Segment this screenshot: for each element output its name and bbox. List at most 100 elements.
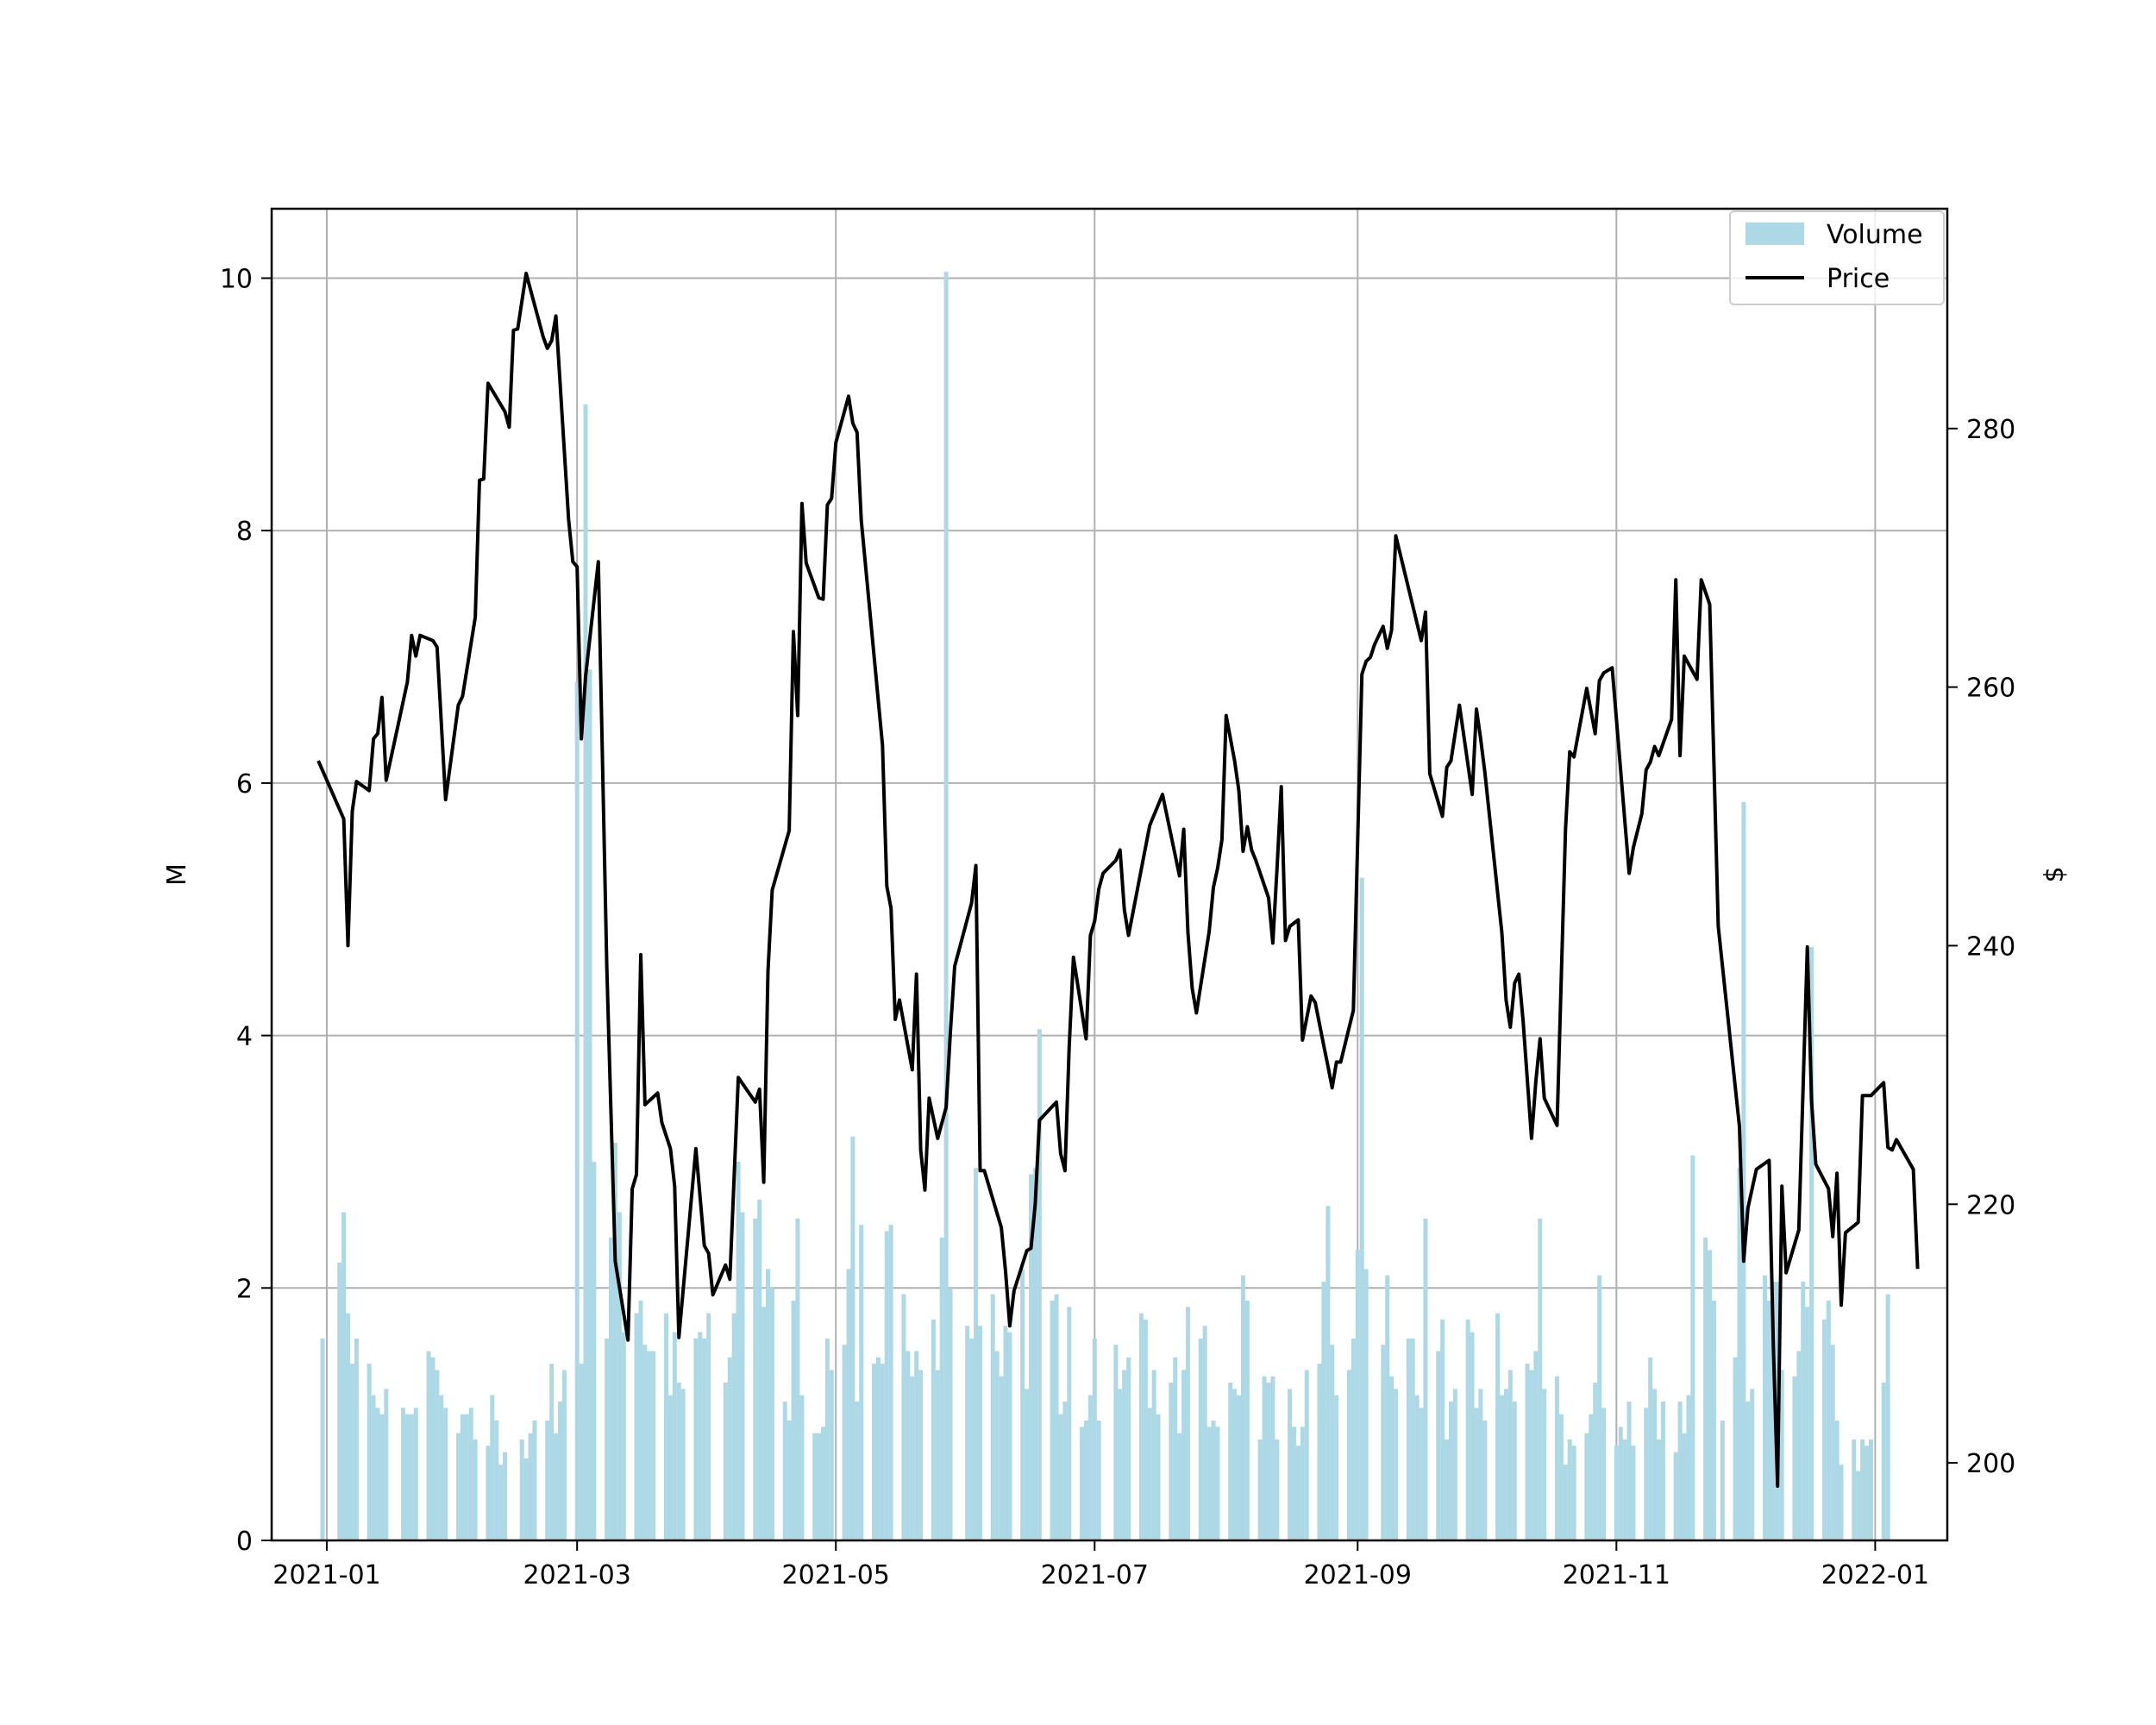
volume-bar xyxy=(1058,1414,1063,1540)
volume-bar xyxy=(1445,1439,1450,1540)
volume-bar xyxy=(1597,1275,1602,1540)
volume-bar xyxy=(549,1364,555,1540)
volume-bar xyxy=(460,1414,465,1540)
volume-bar xyxy=(1720,1420,1725,1540)
volume-bar xyxy=(1266,1383,1271,1540)
x-tick-label: 2021-05 xyxy=(782,1560,890,1590)
volume-bar xyxy=(820,1427,825,1540)
volume-bar xyxy=(1660,1402,1665,1540)
volume-bar xyxy=(1288,1389,1293,1540)
volume-bar xyxy=(384,1389,389,1540)
volume-bar xyxy=(1631,1446,1636,1540)
volume-bar xyxy=(1482,1420,1488,1540)
volume-bar xyxy=(455,1433,461,1540)
volume-bar xyxy=(948,1288,953,1540)
y-tick-label: 8 xyxy=(236,517,253,547)
volume-bar xyxy=(490,1395,495,1540)
volume-bar xyxy=(1762,1275,1767,1540)
volume-bar xyxy=(1244,1300,1250,1540)
volume-bar xyxy=(1381,1345,1386,1540)
volume-bar xyxy=(977,1326,982,1540)
volume-bar xyxy=(1202,1326,1207,1540)
volume-bar xyxy=(1037,1029,1042,1540)
volume-bar xyxy=(999,1376,1004,1540)
volume-bar xyxy=(698,1332,703,1540)
volume-bar xyxy=(1169,1383,1174,1540)
legend-label-volume: Volume xyxy=(1827,220,1923,250)
volume-bar xyxy=(1711,1300,1716,1540)
volume-bar xyxy=(435,1370,440,1540)
volume-bar xyxy=(1677,1402,1683,1540)
volume-bar xyxy=(769,1288,774,1540)
volume-bar xyxy=(931,1319,936,1540)
x-tick-label: 2021-03 xyxy=(523,1560,630,1590)
volume-bar xyxy=(753,1218,758,1540)
volume-bar xyxy=(1143,1319,1148,1540)
volume-bar xyxy=(1359,877,1364,1540)
volume-bar xyxy=(375,1408,380,1540)
volume-bar xyxy=(1300,1427,1305,1540)
x-tick-label: 2021-11 xyxy=(1563,1560,1670,1590)
volume-bar xyxy=(702,1338,707,1540)
plot-frame xyxy=(270,207,1949,1542)
volume-bar xyxy=(1389,1376,1395,1540)
volume-bar xyxy=(791,1300,796,1540)
volume-bar xyxy=(638,1300,643,1540)
volume-bar xyxy=(1690,1155,1695,1540)
volume-bar xyxy=(494,1420,499,1540)
volume-bar xyxy=(1334,1395,1339,1540)
volume-bar xyxy=(817,1433,822,1540)
grid-lines xyxy=(272,209,1947,1541)
volume-bar xyxy=(787,1420,792,1540)
x-tick-label: 2022-01 xyxy=(1821,1560,1929,1590)
volume-bar xyxy=(812,1433,818,1540)
volume-bar xyxy=(1054,1294,1059,1540)
volume-bar xyxy=(354,1338,359,1540)
volume-bar xyxy=(1741,801,1746,1540)
volume-bar xyxy=(592,1161,597,1540)
volume-bar xyxy=(1452,1389,1457,1540)
volume-bar xyxy=(757,1199,762,1540)
volume-bar xyxy=(1440,1319,1445,1540)
volume-bar xyxy=(1228,1383,1233,1540)
volume-bar xyxy=(994,1351,1000,1540)
volume-bar xyxy=(850,1136,856,1540)
volume-bar xyxy=(855,1402,860,1540)
volume-bar xyxy=(672,1332,677,1540)
volume-bar xyxy=(1414,1395,1420,1540)
price-line-group xyxy=(317,272,1920,1488)
volume-bar xyxy=(1317,1364,1322,1540)
volume-bar xyxy=(498,1465,504,1540)
volume-bar xyxy=(1601,1408,1607,1540)
volume-bar xyxy=(1351,1338,1356,1540)
volume-bar xyxy=(1584,1433,1589,1540)
volume-bar xyxy=(943,272,949,1541)
volume-bar xyxy=(1291,1427,1296,1540)
volume-bar xyxy=(1410,1338,1415,1540)
volume-bar xyxy=(1821,1319,1827,1540)
x-tick-label: 2021-09 xyxy=(1304,1560,1412,1590)
volume-bar xyxy=(371,1395,376,1540)
y-tick-label: 10 xyxy=(220,264,253,294)
volume-bar xyxy=(1558,1414,1564,1540)
volume-bar xyxy=(1834,1420,1839,1540)
volume-bar xyxy=(605,1338,610,1540)
volume-bar xyxy=(1206,1427,1212,1540)
volume-bar xyxy=(1673,1452,1678,1540)
volume-bar xyxy=(439,1395,444,1540)
volume-bar xyxy=(609,1237,614,1540)
volume-bar xyxy=(1113,1345,1119,1540)
volume-bar xyxy=(740,1212,745,1540)
price-line xyxy=(317,272,1920,1488)
volume-bar xyxy=(337,1263,342,1540)
volume-bar xyxy=(1326,1206,1331,1540)
volume-bar xyxy=(731,1313,736,1540)
volume-bar xyxy=(587,669,592,1540)
volume-bar xyxy=(723,1383,728,1540)
volume-bar xyxy=(667,1395,673,1540)
volume-bar xyxy=(1062,1402,1068,1540)
volume-bar xyxy=(651,1351,656,1540)
volume-bar xyxy=(1448,1402,1453,1540)
volume-bar xyxy=(1020,1269,1025,1540)
